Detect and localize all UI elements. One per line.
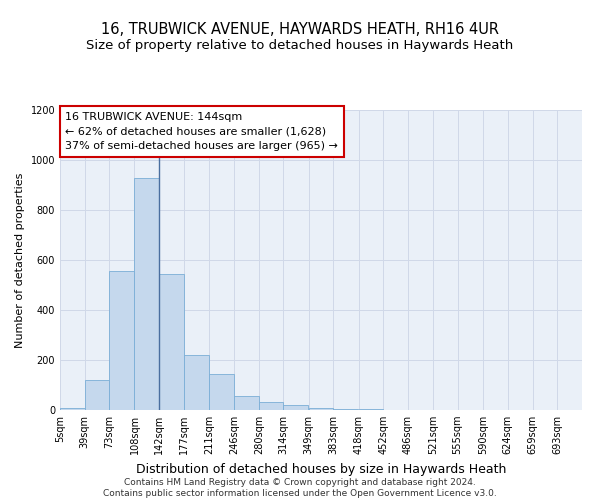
Bar (333, 409, 358, 410)
X-axis label: Distribution of detached houses by size in Haywards Heath: Distribution of detached houses by size … (136, 462, 506, 475)
Y-axis label: Number of detached properties: Number of detached properties (15, 172, 25, 348)
Text: 16 TRUBWICK AVENUE: 144sqm
← 62% of detached houses are smaller (1,628)
37% of s: 16 TRUBWICK AVENUE: 144sqm ← 62% of deta… (65, 112, 338, 151)
Bar (85, 380, 109, 410)
Bar (60, 408, 85, 410)
Text: Size of property relative to detached houses in Haywards Heath: Size of property relative to detached ho… (86, 39, 514, 52)
Bar (184, 355, 209, 410)
Bar (259, 402, 283, 410)
Text: Contains HM Land Registry data © Crown copyright and database right 2024.
Contai: Contains HM Land Registry data © Crown c… (103, 478, 497, 498)
Bar (159, 274, 184, 410)
Bar (309, 408, 333, 410)
Bar (359, 409, 383, 410)
Bar (134, 178, 159, 410)
Bar (109, 271, 134, 410)
Bar (283, 404, 308, 410)
Bar (234, 396, 259, 410)
Text: 16, TRUBWICK AVENUE, HAYWARDS HEATH, RH16 4UR: 16, TRUBWICK AVENUE, HAYWARDS HEATH, RH1… (101, 22, 499, 38)
Bar (209, 374, 233, 410)
